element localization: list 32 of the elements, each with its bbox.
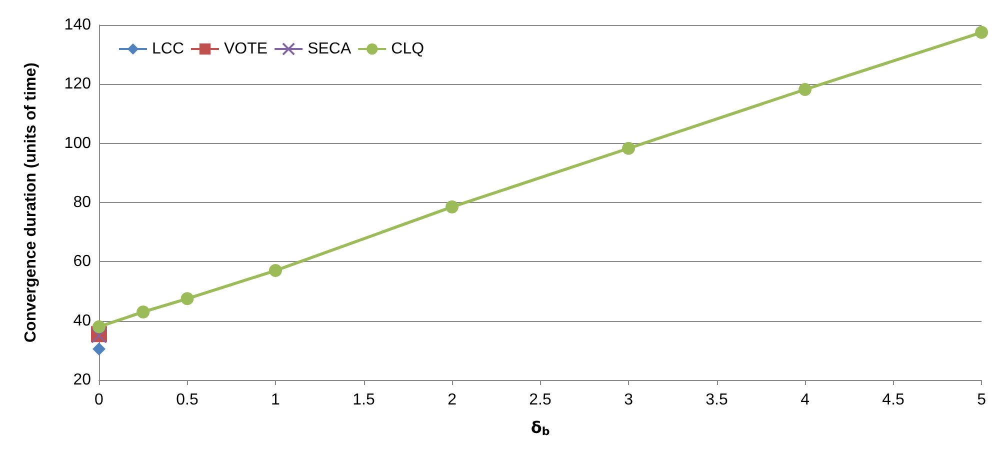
x-tick-label: 3	[624, 392, 634, 408]
point	[269, 264, 282, 278]
x-tick-label: 4	[800, 392, 810, 408]
x-tick-label: 3.5	[706, 392, 728, 408]
point	[180, 292, 194, 306]
y-tick-label: 140	[64, 16, 92, 34]
x-tick-label: 5	[977, 392, 986, 408]
y-tick-label: 100	[64, 134, 92, 152]
x-tick-label: 0.5	[176, 392, 198, 408]
x-tick-label: 1.5	[352, 392, 375, 408]
point	[92, 320, 106, 334]
x-tick-label: 2.5	[529, 392, 552, 408]
legend-label: VOTE	[224, 40, 268, 58]
legend-label: CLQ	[391, 40, 424, 58]
y-tick-label: 20	[73, 372, 92, 388]
point	[92, 342, 106, 356]
point	[446, 200, 459, 214]
legend-label: LCC	[152, 40, 184, 58]
legend-label: SECA	[308, 40, 352, 58]
y-tick-label: 60	[73, 253, 92, 270]
x-tick-label: 0	[94, 392, 104, 408]
y-tick-label: 120	[64, 76, 92, 93]
y-tick-label: 80	[73, 194, 92, 211]
x-tick-label: 2	[448, 392, 457, 408]
point	[798, 82, 812, 96]
point	[136, 305, 150, 318]
point	[622, 142, 636, 155]
x-tick-label: 1	[271, 392, 280, 408]
y-tick-label: 40	[73, 312, 92, 330]
point	[975, 26, 988, 39]
y-axis-title: Convergence duration (units of time)	[22, 62, 40, 343]
x-tick-label: 4.5	[882, 392, 905, 408]
